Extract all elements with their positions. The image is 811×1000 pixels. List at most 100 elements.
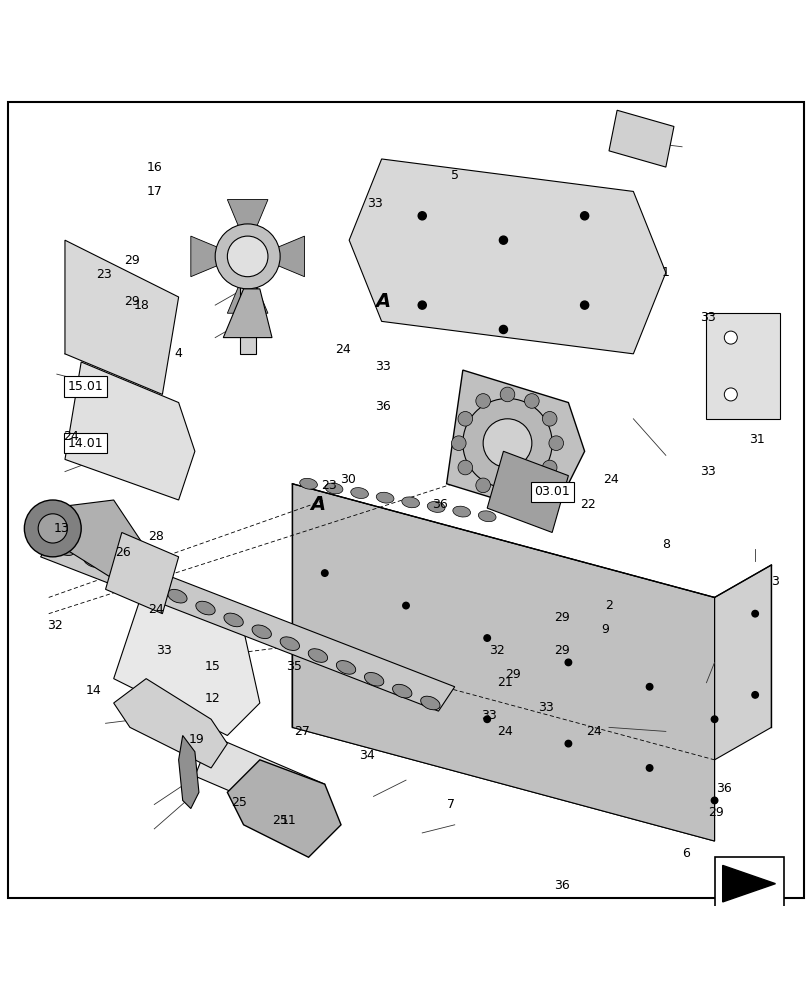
Circle shape xyxy=(227,236,268,277)
Polygon shape xyxy=(349,159,665,354)
Polygon shape xyxy=(255,236,304,277)
Text: 15.01: 15.01 xyxy=(67,380,103,393)
Text: 33: 33 xyxy=(375,360,391,373)
Text: 1: 1 xyxy=(661,266,669,279)
Polygon shape xyxy=(608,110,673,167)
Circle shape xyxy=(321,651,328,658)
Text: 19: 19 xyxy=(188,733,204,746)
Circle shape xyxy=(564,659,571,666)
Ellipse shape xyxy=(111,566,131,579)
Text: 34: 34 xyxy=(358,749,375,762)
Polygon shape xyxy=(178,735,199,809)
Polygon shape xyxy=(65,362,195,500)
Polygon shape xyxy=(487,451,568,532)
Polygon shape xyxy=(227,265,268,313)
Text: 24: 24 xyxy=(63,430,79,443)
Text: 12: 12 xyxy=(204,692,221,705)
Circle shape xyxy=(646,765,652,771)
Polygon shape xyxy=(195,735,324,825)
Text: 22: 22 xyxy=(579,498,595,511)
Circle shape xyxy=(710,716,717,722)
Circle shape xyxy=(751,692,757,698)
Circle shape xyxy=(723,331,736,344)
Polygon shape xyxy=(714,565,770,760)
Circle shape xyxy=(457,460,472,475)
Circle shape xyxy=(646,684,652,690)
Bar xyxy=(714,857,783,910)
Text: 33: 33 xyxy=(537,701,553,714)
Text: A: A xyxy=(311,495,325,514)
Circle shape xyxy=(548,436,563,450)
Circle shape xyxy=(500,485,514,499)
Polygon shape xyxy=(41,532,454,711)
Text: 29: 29 xyxy=(123,295,139,308)
Circle shape xyxy=(402,684,409,690)
Text: 35: 35 xyxy=(285,660,302,673)
Text: 23: 23 xyxy=(96,268,112,281)
Circle shape xyxy=(542,460,556,475)
Ellipse shape xyxy=(364,672,384,686)
Text: 24: 24 xyxy=(148,603,164,616)
Ellipse shape xyxy=(139,578,159,591)
Text: 32: 32 xyxy=(488,644,504,657)
Text: 15: 15 xyxy=(204,660,221,673)
Text: 4: 4 xyxy=(174,347,182,360)
Text: 14.01: 14.01 xyxy=(67,437,103,450)
Text: 14: 14 xyxy=(85,684,101,697)
Ellipse shape xyxy=(401,497,419,508)
Text: 29: 29 xyxy=(504,668,521,681)
Text: 3: 3 xyxy=(770,575,779,588)
Circle shape xyxy=(38,514,67,543)
Circle shape xyxy=(483,419,531,468)
Polygon shape xyxy=(239,256,255,354)
Ellipse shape xyxy=(299,478,317,489)
Text: 36: 36 xyxy=(431,498,448,511)
Ellipse shape xyxy=(392,684,411,698)
Polygon shape xyxy=(292,646,714,841)
Circle shape xyxy=(475,478,490,493)
Text: 24: 24 xyxy=(586,725,602,738)
Ellipse shape xyxy=(336,661,355,674)
Text: 32: 32 xyxy=(47,619,63,632)
Circle shape xyxy=(564,740,571,747)
Circle shape xyxy=(580,301,588,309)
Text: A: A xyxy=(375,292,390,311)
Text: 9: 9 xyxy=(600,623,608,636)
Text: 25: 25 xyxy=(231,796,247,809)
Ellipse shape xyxy=(195,601,215,615)
Text: 29: 29 xyxy=(123,254,139,267)
Polygon shape xyxy=(114,679,227,768)
Circle shape xyxy=(580,212,588,220)
Text: 16: 16 xyxy=(146,161,162,174)
Text: 13: 13 xyxy=(54,522,70,535)
Text: 25: 25 xyxy=(272,814,288,827)
Circle shape xyxy=(483,716,490,722)
Polygon shape xyxy=(706,313,779,419)
Text: 36: 36 xyxy=(553,879,569,892)
Polygon shape xyxy=(227,760,341,857)
Circle shape xyxy=(499,236,507,244)
Polygon shape xyxy=(191,236,239,277)
Text: 23: 23 xyxy=(320,479,337,492)
Circle shape xyxy=(723,388,736,401)
Text: 8: 8 xyxy=(661,538,669,551)
Text: 24: 24 xyxy=(602,473,618,486)
Text: 17: 17 xyxy=(146,185,162,198)
Circle shape xyxy=(451,436,466,450)
Text: 29: 29 xyxy=(707,806,723,819)
Ellipse shape xyxy=(308,649,327,662)
Circle shape xyxy=(499,325,507,334)
Polygon shape xyxy=(114,581,260,735)
Ellipse shape xyxy=(251,625,271,639)
Ellipse shape xyxy=(55,542,75,556)
Text: 29: 29 xyxy=(553,611,569,624)
Ellipse shape xyxy=(325,483,342,494)
Text: 6: 6 xyxy=(681,847,689,860)
Ellipse shape xyxy=(427,502,444,512)
Circle shape xyxy=(524,394,539,408)
Text: 7: 7 xyxy=(446,798,454,811)
Polygon shape xyxy=(65,240,178,394)
Polygon shape xyxy=(292,484,714,841)
Text: 2: 2 xyxy=(604,599,612,612)
Ellipse shape xyxy=(420,696,440,710)
